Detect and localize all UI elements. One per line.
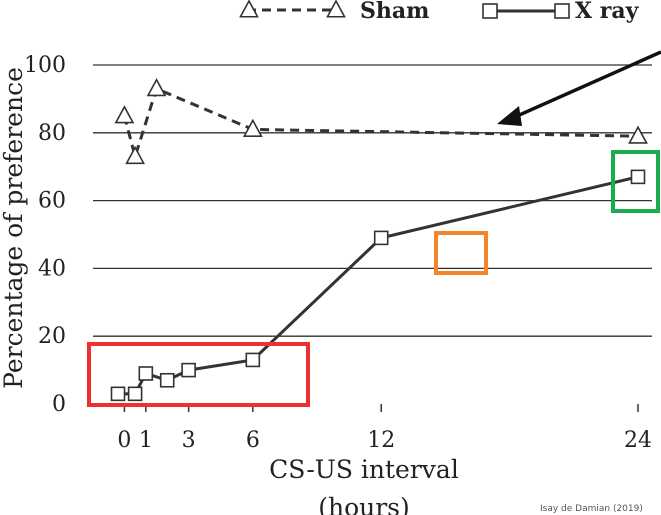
y-axis-label: Percentage of preference (0, 67, 28, 389)
y-axis-ticks: 0 20 40 60 80 100 (24, 53, 66, 417)
legend-sham-marker (239, 0, 346, 18)
red-highlight-box (87, 342, 310, 407)
xray-data-point (110, 386, 126, 402)
x-axis-label-units: (hours) (318, 493, 410, 515)
xray-data-point (373, 230, 389, 246)
arrow-annotation (497, 50, 661, 126)
x-tick-label: 1 (139, 428, 153, 453)
xray-data-point (159, 372, 175, 388)
legend-xray-label: X ray (575, 0, 640, 24)
y-tick-label: 80 (38, 121, 66, 146)
orange-highlight-box (434, 231, 488, 275)
gridlines (93, 64, 652, 337)
xray-data-point (138, 366, 154, 381)
y-tick-label: 20 (38, 324, 66, 349)
green-highlight-box (611, 150, 660, 213)
xray-data-point (181, 362, 196, 378)
legend-xray-marker (482, 3, 570, 19)
sham-data-point (114, 105, 135, 124)
x-tick-label: 0 (117, 428, 131, 453)
sham-data-point (628, 125, 648, 144)
y-tick-label: 100 (24, 53, 66, 78)
sham-data-point (146, 78, 167, 97)
image-credit: Isay de Damian (2019) (540, 504, 643, 514)
y-tick-label: 0 (52, 392, 66, 417)
x-tick-label: 12 (367, 428, 395, 453)
legend-sham-triangle (326, 0, 346, 18)
xray-data-point (630, 169, 646, 185)
legend-sham-triangle (239, 0, 259, 18)
legend: Sham X ray (239, 0, 640, 24)
series-layer (110, 78, 648, 402)
y-tick-label: 40 (38, 256, 66, 281)
sham-series-line (122, 86, 639, 162)
x-tick-label: 24 (624, 428, 652, 453)
legend-xray-square (482, 3, 498, 19)
y-tick-label: 60 (38, 189, 66, 214)
x-tick-label: 6 (246, 428, 260, 453)
sham-data-point (242, 118, 263, 137)
legend-xray-square (554, 3, 570, 19)
x-axis-label: CS-US interval (269, 455, 459, 484)
legend-sham-label: Sham (360, 0, 429, 24)
sham-data-point (125, 145, 146, 165)
xray-data-point (127, 386, 143, 402)
x-tick-label: 3 (182, 428, 196, 453)
xray-data-point (245, 352, 261, 368)
xray-series-line (118, 175, 639, 396)
x-axis-ticks: 0 1 3 6 12 24 (117, 404, 652, 453)
